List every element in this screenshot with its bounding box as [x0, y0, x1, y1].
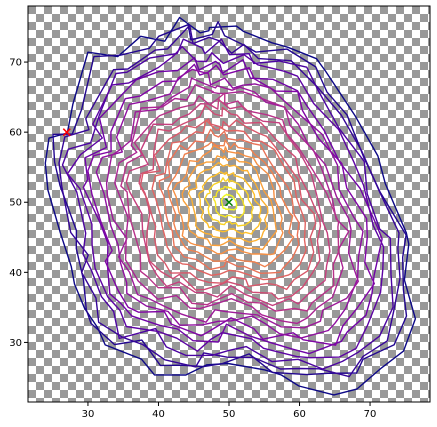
- contour-line: [105, 77, 359, 329]
- contour-line: [151, 119, 307, 281]
- contour-line: [172, 144, 284, 256]
- contour-line: [212, 185, 246, 219]
- contour-line: [197, 171, 262, 235]
- contour-line: [87, 63, 375, 346]
- contour-line: [167, 139, 295, 268]
- contour-line: [44, 16, 417, 396]
- marker-center: [224, 198, 234, 207]
- contour-line: [61, 38, 394, 370]
- y-axis: 30 40 50 60 70: [9, 58, 28, 349]
- contour-line: [125, 98, 331, 307]
- x-tick-label: 40: [152, 409, 165, 420]
- plot-background: [28, 6, 430, 402]
- contour-line: [95, 68, 364, 339]
- contour-line: [220, 193, 238, 211]
- y-tick-label: 60: [9, 128, 22, 139]
- contour-line: [82, 57, 383, 355]
- contour-line: [138, 104, 322, 300]
- x-tick-label: 70: [364, 409, 377, 420]
- contour-lines: [44, 16, 417, 396]
- marker-layer: [62, 128, 234, 207]
- marker-start: [62, 128, 71, 137]
- y-tick-label: 30: [9, 338, 22, 349]
- y-tick-label: 50: [9, 198, 22, 209]
- contour-line: [52, 21, 408, 376]
- contour-line: [66, 45, 385, 359]
- y-tick-label: 40: [9, 268, 22, 279]
- contour-line: [181, 155, 278, 251]
- x-tick-label: 60: [293, 409, 306, 420]
- contour-line: [139, 118, 317, 291]
- contour-line: [158, 128, 300, 274]
- x-axis: 30 40 50 60 70: [82, 402, 377, 420]
- y-tick-label: 70: [9, 58, 22, 69]
- contour-line: [120, 92, 340, 312]
- contour-line: [58, 24, 401, 378]
- contour-line: [204, 177, 254, 227]
- x-tick-label: 30: [82, 409, 95, 420]
- x-tick-label: 50: [223, 409, 236, 420]
- contour-line: [187, 161, 269, 243]
